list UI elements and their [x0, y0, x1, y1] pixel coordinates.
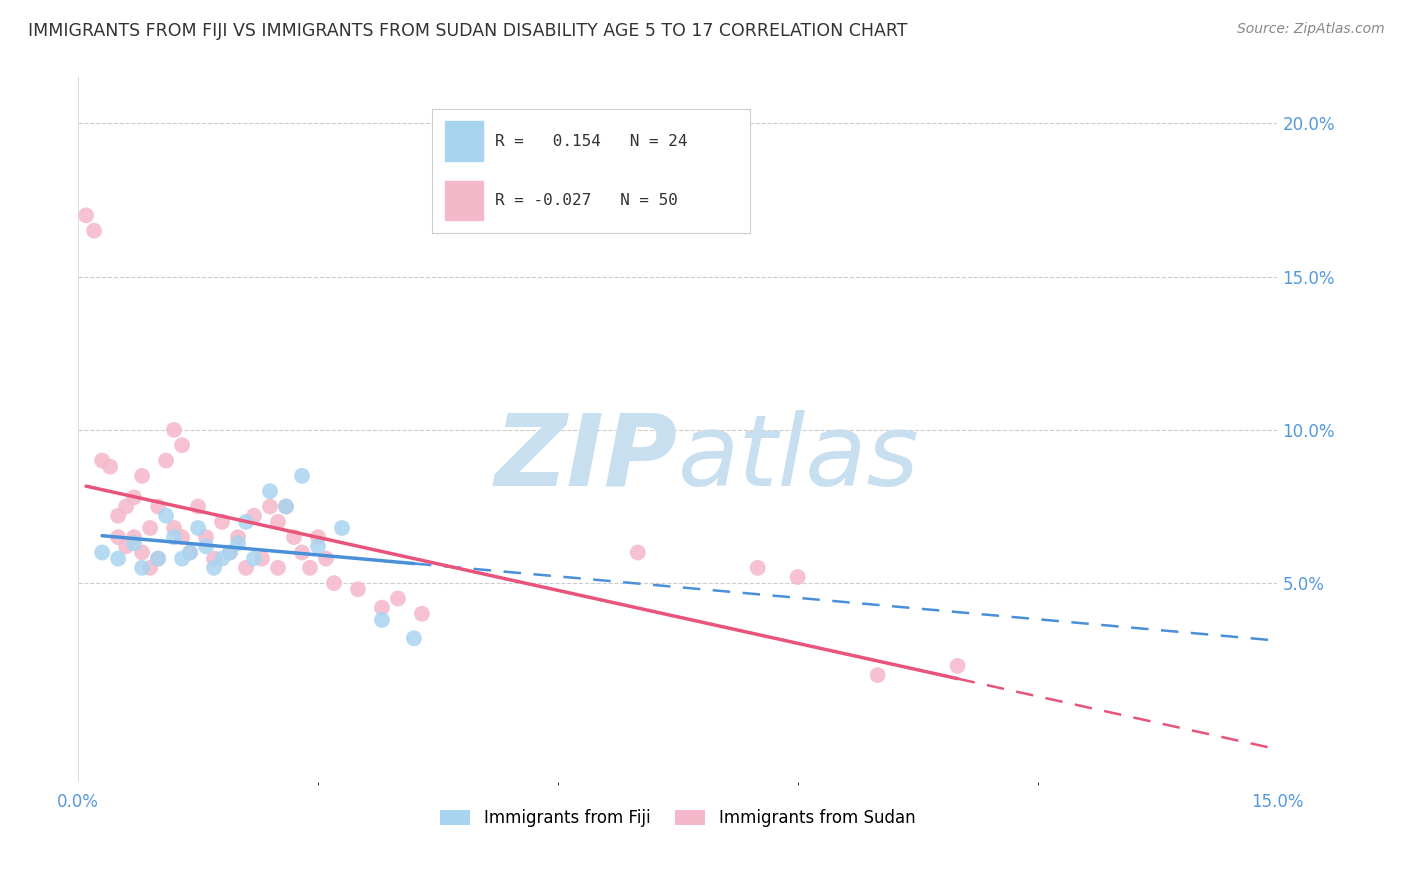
- Point: [259, 500, 281, 514]
- Point: [131, 545, 153, 559]
- Point: [163, 423, 186, 437]
- Point: [131, 468, 153, 483]
- Point: [786, 570, 808, 584]
- Point: [83, 224, 105, 238]
- Point: [274, 500, 297, 514]
- Point: [187, 500, 209, 514]
- Point: [107, 508, 129, 523]
- Point: [235, 515, 257, 529]
- Point: [307, 530, 329, 544]
- Point: [866, 668, 889, 682]
- Point: [146, 500, 169, 514]
- Point: [170, 438, 193, 452]
- Point: [219, 545, 242, 559]
- Point: [170, 530, 193, 544]
- Point: [283, 530, 305, 544]
- Text: atlas: atlas: [678, 409, 920, 507]
- Point: [122, 536, 145, 550]
- Point: [226, 530, 249, 544]
- Point: [347, 582, 370, 597]
- Point: [627, 545, 650, 559]
- Point: [259, 484, 281, 499]
- Point: [139, 521, 162, 535]
- Point: [387, 591, 409, 606]
- Point: [179, 545, 201, 559]
- Point: [155, 508, 177, 523]
- Point: [307, 540, 329, 554]
- Legend: Immigrants from Fiji, Immigrants from Sudan: Immigrants from Fiji, Immigrants from Su…: [433, 803, 922, 834]
- Point: [946, 659, 969, 673]
- Point: [211, 551, 233, 566]
- Text: IMMIGRANTS FROM FIJI VS IMMIGRANTS FROM SUDAN DISABILITY AGE 5 TO 17 CORRELATION: IMMIGRANTS FROM FIJI VS IMMIGRANTS FROM …: [28, 22, 908, 40]
- Point: [298, 561, 321, 575]
- Point: [243, 508, 266, 523]
- Point: [115, 500, 138, 514]
- Point: [267, 515, 290, 529]
- Point: [235, 561, 257, 575]
- Point: [402, 632, 425, 646]
- Point: [267, 561, 290, 575]
- Point: [195, 530, 218, 544]
- Point: [75, 208, 97, 222]
- Point: [163, 521, 186, 535]
- Point: [747, 561, 769, 575]
- Point: [274, 500, 297, 514]
- Point: [291, 468, 314, 483]
- Point: [195, 540, 218, 554]
- Point: [219, 545, 242, 559]
- Point: [330, 521, 353, 535]
- Point: [250, 551, 273, 566]
- Point: [122, 491, 145, 505]
- Point: [91, 453, 114, 467]
- Text: Source: ZipAtlas.com: Source: ZipAtlas.com: [1237, 22, 1385, 37]
- Point: [187, 521, 209, 535]
- Point: [291, 545, 314, 559]
- Point: [170, 551, 193, 566]
- Point: [315, 551, 337, 566]
- Point: [146, 551, 169, 566]
- Point: [371, 600, 394, 615]
- Point: [155, 453, 177, 467]
- Point: [202, 561, 225, 575]
- Point: [122, 530, 145, 544]
- Point: [139, 561, 162, 575]
- Point: [226, 536, 249, 550]
- Text: ZIP: ZIP: [495, 409, 678, 507]
- Point: [179, 545, 201, 559]
- Point: [243, 551, 266, 566]
- Point: [107, 530, 129, 544]
- Point: [323, 576, 346, 591]
- Point: [202, 551, 225, 566]
- Point: [211, 515, 233, 529]
- Point: [131, 561, 153, 575]
- Point: [371, 613, 394, 627]
- Point: [107, 551, 129, 566]
- Point: [115, 540, 138, 554]
- Point: [91, 545, 114, 559]
- Point: [411, 607, 433, 621]
- Point: [98, 459, 121, 474]
- Point: [163, 530, 186, 544]
- Point: [146, 551, 169, 566]
